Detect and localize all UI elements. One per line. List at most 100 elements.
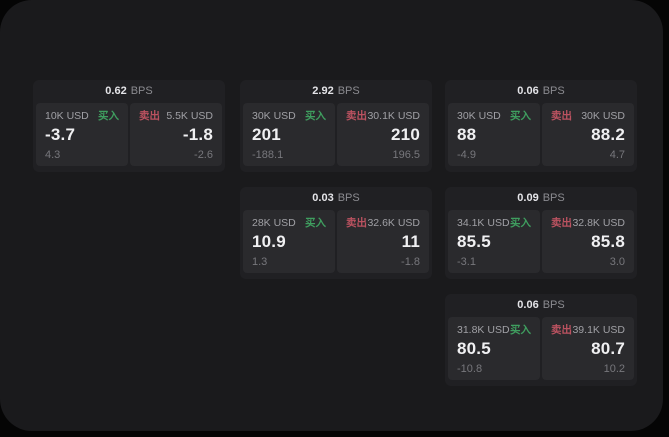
sell-side-label: 卖出: [346, 110, 367, 122]
card-header: 0.06 BPS: [445, 80, 637, 103]
sell-delta: -2.6: [194, 149, 213, 161]
buy-panel-header: 30K USD 买入: [457, 110, 531, 122]
card-header: 0.03 BPS: [240, 187, 432, 210]
sell-price: 11: [401, 232, 420, 251]
sell-delta: 3.0: [609, 256, 625, 268]
bps-value: 0.62: [105, 85, 127, 97]
buy-panel-header: 30K USD 买入: [252, 110, 326, 122]
sell-delta: 196.5: [392, 149, 420, 161]
card-body: 31.8K USD 买入 80.5 -10.8 卖出 39.1K USD 80.…: [448, 317, 634, 380]
buy-side-label: 买入: [510, 110, 531, 122]
sell-panel-header: 卖出 30K USD: [551, 110, 625, 122]
sell-side-label: 卖出: [551, 110, 572, 122]
bps-unit-label: BPS: [337, 85, 360, 97]
quote-card: 0.06 BPS 30K USD 买入 88 -4.9 卖出 30K USD: [445, 80, 637, 172]
sell-size: 32.6K USD: [367, 217, 420, 229]
bps-unit-label: BPS: [130, 85, 153, 97]
buy-size: 34.1K USD: [457, 217, 510, 229]
bps-value: 2.92: [312, 85, 334, 97]
sell-price: -1.8: [182, 125, 213, 144]
buy-panel-header: 28K USD 买入: [252, 217, 326, 229]
buy-delta: 4.3: [45, 149, 61, 161]
sell-panel-header: 卖出 5.5K USD: [139, 110, 213, 122]
buy-side-label: 买入: [510, 217, 531, 229]
sell-panel[interactable]: 卖出 39.1K USD 80.7 10.2: [542, 317, 634, 380]
buy-delta: -10.8: [457, 363, 483, 375]
bps-unit-label: BPS: [337, 192, 360, 204]
buy-price: 80.5: [457, 339, 491, 358]
buy-size: 28K USD: [252, 217, 296, 229]
buy-side-label: 买入: [305, 217, 326, 229]
sell-side-label: 卖出: [551, 217, 572, 229]
bps-value: 0.09: [517, 192, 539, 204]
sell-panel[interactable]: 卖出 32.6K USD 11 -1.8: [337, 210, 429, 273]
card-body: 30K USD 买入 88 -4.9 卖出 30K USD 88.2 4.7: [448, 103, 634, 166]
sell-size: 39.1K USD: [572, 324, 625, 336]
sell-panel-header: 卖出 39.1K USD: [551, 324, 625, 336]
buy-panel[interactable]: 30K USD 买入 201 -188.1: [243, 103, 335, 166]
sell-panel[interactable]: 卖出 32.8K USD 85.8 3.0: [542, 210, 634, 273]
sell-side-label: 卖出: [551, 324, 572, 336]
sell-delta: 10.2: [603, 363, 625, 375]
sell-side-label: 卖出: [346, 217, 367, 229]
buy-price: 85.5: [457, 232, 491, 251]
card-body: 28K USD 买入 10.9 1.3 卖出 32.6K USD 11 -1.8: [243, 210, 429, 273]
card-body: 34.1K USD 买入 85.5 -3.1 卖出 32.8K USD 85.8…: [448, 210, 634, 273]
sell-size: 30.1K USD: [367, 110, 420, 122]
buy-delta: -3.1: [457, 256, 476, 268]
buy-panel[interactable]: 28K USD 买入 10.9 1.3: [243, 210, 335, 273]
sell-delta: 4.7: [609, 149, 625, 161]
sell-price: 85.8: [591, 232, 625, 251]
buy-panel-header: 10K USD 买入: [45, 110, 119, 122]
sell-panel[interactable]: 卖出 5.5K USD -1.8 -2.6: [130, 103, 222, 166]
sell-panel-header: 卖出 30.1K USD: [346, 110, 420, 122]
buy-side-label: 买入: [305, 110, 326, 122]
sell-size: 5.5K USD: [166, 110, 213, 122]
sell-size: 32.8K USD: [572, 217, 625, 229]
quote-card: 0.09 BPS 34.1K USD 买入 85.5 -3.1 卖出 32.8K…: [445, 187, 637, 279]
sell-panel[interactable]: 卖出 30.1K USD 210 196.5: [337, 103, 429, 166]
sell-price: 80.7: [591, 339, 625, 358]
buy-size: 30K USD: [252, 110, 296, 122]
sell-panel-header: 卖出 32.6K USD: [346, 217, 420, 229]
bps-value: 0.06: [517, 85, 539, 97]
quote-card: 0.03 BPS 28K USD 买入 10.9 1.3 卖出 32.6K US…: [240, 187, 432, 279]
buy-delta: 1.3: [252, 256, 268, 268]
quote-card: 0.06 BPS 31.8K USD 买入 80.5 -10.8 卖出 39.1…: [445, 294, 637, 386]
buy-side-label: 买入: [510, 324, 531, 336]
buy-size: 31.8K USD: [457, 324, 510, 336]
buy-size: 30K USD: [457, 110, 501, 122]
buy-price: -3.7: [45, 125, 76, 144]
bps-unit-label: BPS: [542, 85, 565, 97]
buy-panel[interactable]: 34.1K USD 买入 85.5 -3.1: [448, 210, 540, 273]
buy-delta: -188.1: [252, 149, 284, 161]
card-body: 10K USD 买入 -3.7 4.3 卖出 5.5K USD -1.8 -2.…: [36, 103, 222, 166]
bps-unit-label: BPS: [542, 299, 565, 311]
buy-panel-header: 31.8K USD 买入: [457, 324, 531, 336]
buy-delta: -4.9: [457, 149, 476, 161]
bps-value: 0.03: [312, 192, 334, 204]
buy-price: 88: [457, 125, 477, 144]
quote-card: 0.62 BPS 10K USD 买入 -3.7 4.3 卖出 5.5K USD: [33, 80, 225, 172]
bps-value: 0.06: [517, 299, 539, 311]
buy-panel[interactable]: 30K USD 买入 88 -4.9: [448, 103, 540, 166]
buy-panel-header: 34.1K USD 买入: [457, 217, 531, 229]
sell-size: 30K USD: [581, 110, 625, 122]
buy-side-label: 买入: [98, 110, 119, 122]
bps-unit-label: BPS: [542, 192, 565, 204]
sell-panel-header: 卖出 32.8K USD: [551, 217, 625, 229]
sell-delta: -1.8: [401, 256, 420, 268]
card-header: 2.92 BPS: [240, 80, 432, 103]
buy-price: 201: [252, 125, 281, 144]
card-header: 0.06 BPS: [445, 294, 637, 317]
sell-price: 210: [391, 125, 420, 144]
buy-panel[interactable]: 31.8K USD 买入 80.5 -10.8: [448, 317, 540, 380]
sell-price: 88.2: [591, 125, 625, 144]
buy-panel[interactable]: 10K USD 买入 -3.7 4.3: [36, 103, 128, 166]
quote-card: 2.92 BPS 30K USD 买入 201 -188.1 卖出 30.1K …: [240, 80, 432, 172]
buy-price: 10.9: [252, 232, 286, 251]
card-header: 0.62 BPS: [33, 80, 225, 103]
sell-panel[interactable]: 卖出 30K USD 88.2 4.7: [542, 103, 634, 166]
quotes-page: 0.62 BPS 10K USD 买入 -3.7 4.3 卖出 5.5K USD: [0, 0, 663, 431]
